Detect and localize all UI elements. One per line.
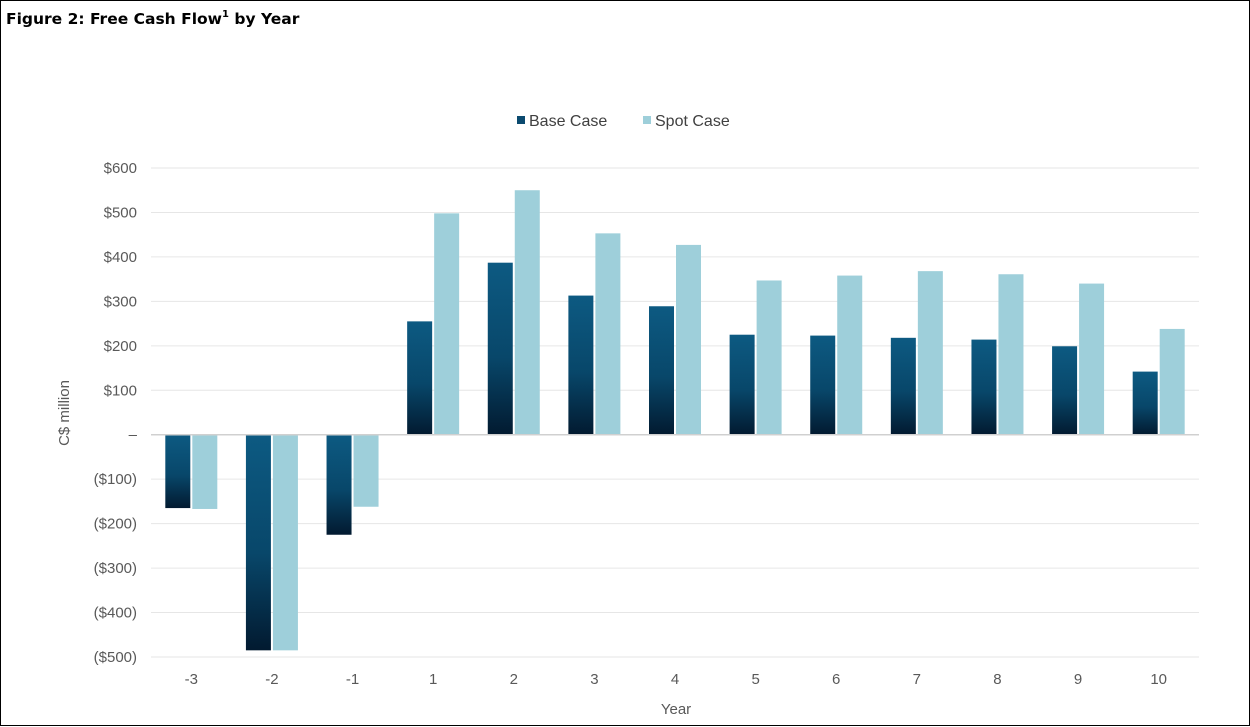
bar-base-case	[568, 295, 594, 435]
bar-base-case	[487, 262, 513, 435]
bar-base-case	[165, 434, 191, 509]
legend-label-base-case: Base Case	[529, 113, 607, 130]
y-tick-label: –	[129, 427, 138, 444]
x-tick-label: 2	[510, 671, 518, 688]
y-tick-label: ($500)	[94, 649, 137, 666]
legend-swatch-base-case	[517, 116, 525, 124]
y-tick-label: ($100)	[94, 471, 137, 488]
bar-spot-case	[756, 280, 782, 435]
y-tick-label: $400	[104, 249, 137, 266]
y-tick-label: ($200)	[94, 516, 137, 533]
x-axis-label: Year	[661, 701, 691, 718]
bar-spot-case	[676, 244, 701, 435]
bar-spot-case	[353, 434, 379, 507]
bar-spot-case	[192, 434, 218, 509]
x-tick-label: 5	[751, 671, 759, 688]
x-tick-label: 10	[1150, 671, 1167, 688]
y-tick-label: ($300)	[94, 560, 137, 577]
bar-base-case	[1132, 371, 1158, 435]
y-axis-ticks: $600 $500 $400 $300 $200 $100 – ($100) ($200) ($3…	[94, 160, 138, 666]
y-tick-label: $200	[104, 338, 137, 355]
bar-base-case	[326, 434, 352, 535]
bar-base-case	[971, 339, 997, 435]
y-tick-label: ($400)	[94, 605, 137, 622]
footnote-marker: 1	[222, 9, 229, 20]
bar-base-case	[810, 335, 836, 435]
legend-swatch-spot-case	[643, 116, 651, 124]
bar-spot-case	[1159, 328, 1185, 435]
y-tick-label: $600	[104, 160, 137, 177]
legend: Base Case Spot Case	[517, 113, 730, 130]
bar-base-case	[890, 337, 916, 435]
bar-base-case	[245, 434, 271, 651]
y-tick-label: $100	[104, 382, 137, 399]
bar-spot-case	[1079, 283, 1105, 435]
bar-base-case	[729, 334, 755, 435]
x-axis-ticks: -3 -2 -1 1 2 3 4 5 6 7 8 9 10	[185, 671, 1167, 688]
bar-base-case	[407, 321, 433, 435]
bar-base-case	[649, 306, 674, 435]
y-tick-label: $500	[104, 204, 137, 221]
x-tick-label: 3	[590, 671, 598, 688]
bar-spot-case	[272, 434, 298, 651]
y-tick-label: $300	[104, 293, 137, 310]
figure-title-tail: by Year	[228, 10, 300, 29]
bar-spot-case	[917, 271, 943, 435]
figure-title: Figure 2: Free Cash Flow1 by Year	[6, 9, 300, 29]
bar-spot-case	[595, 233, 621, 435]
x-tick-label: -3	[185, 671, 198, 688]
x-tick-label: 8	[993, 671, 1001, 688]
y-axis-label: C$ million	[56, 380, 73, 446]
bar-spot-case	[837, 275, 863, 435]
x-tick-label: 9	[1074, 671, 1082, 688]
x-tick-label: 4	[671, 671, 679, 688]
x-tick-label: -2	[265, 671, 278, 688]
x-tick-label: 7	[913, 671, 921, 688]
x-tick-label: 1	[429, 671, 437, 688]
x-tick-label: -1	[346, 671, 359, 688]
bar-spot-case	[514, 190, 540, 435]
legend-label-spot-case: Spot Case	[655, 113, 730, 130]
bar-spot-case	[434, 213, 460, 435]
bar-base-case	[1052, 346, 1078, 435]
figure-title-main: Figure 2: Free Cash Flow	[6, 10, 222, 29]
gridlines	[151, 167, 1199, 658]
bars	[165, 190, 1185, 651]
x-tick-label: 6	[832, 671, 840, 688]
bar-spot-case	[998, 274, 1024, 435]
